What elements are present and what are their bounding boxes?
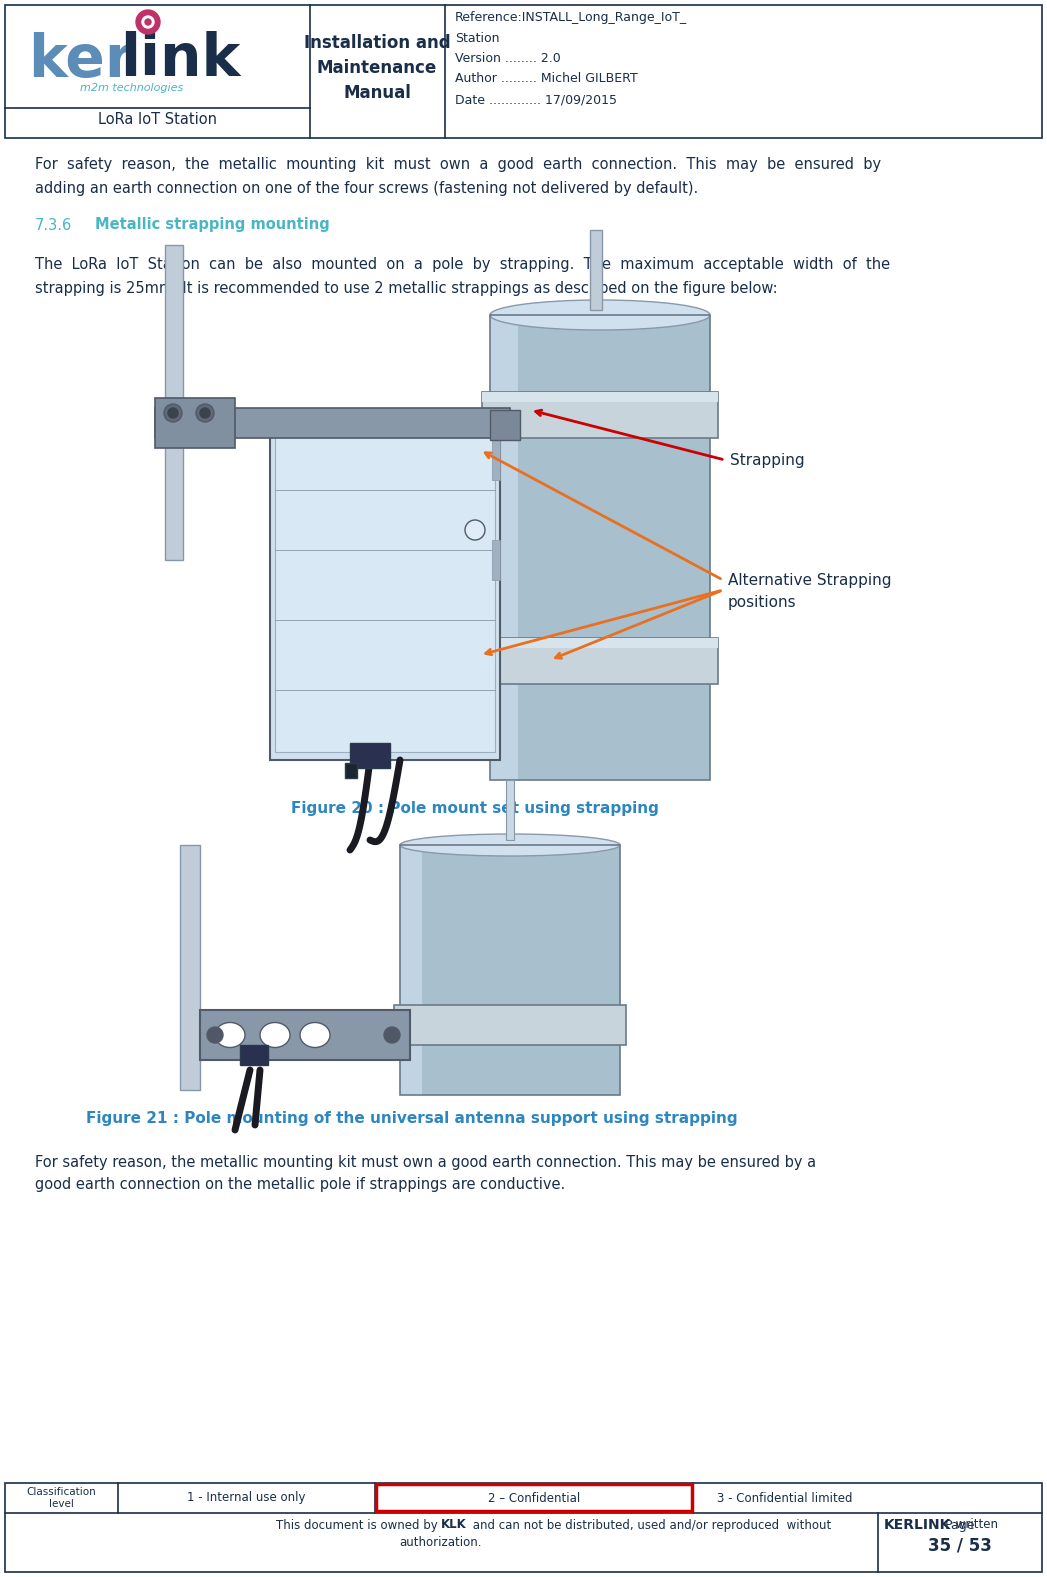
Text: Installation and
Maintenance
Manual: Installation and Maintenance Manual — [304, 35, 450, 103]
Bar — [482, 393, 718, 402]
Ellipse shape — [260, 1022, 290, 1047]
Text: ker: ker — [28, 32, 134, 88]
Circle shape — [196, 404, 214, 423]
Text: adding an earth connection on one of the four screws (fastening not delivered by: adding an earth connection on one of the… — [35, 180, 698, 196]
Text: Figure 20 : Pole mount set using strapping: Figure 20 : Pole mount set using strappi… — [291, 801, 659, 815]
Bar — [482, 639, 718, 648]
Text: link: link — [120, 32, 241, 88]
Bar — [346, 763, 357, 777]
Text: KERLINK: KERLINK — [884, 1519, 952, 1531]
Text: 35 / 53: 35 / 53 — [928, 1536, 992, 1553]
Text: Page: Page — [944, 1520, 975, 1533]
Text: m2m technologies: m2m technologies — [80, 84, 183, 93]
Text: and can not be distributed, used and/or reproduced  without: and can not be distributed, used and/or … — [469, 1519, 836, 1531]
Circle shape — [164, 404, 182, 423]
Circle shape — [207, 1027, 223, 1042]
Circle shape — [384, 1027, 400, 1042]
Text: 2 – Confidential: 2 – Confidential — [488, 1492, 580, 1504]
Text: written: written — [952, 1519, 998, 1531]
Text: Author ......... Michel GILBERT: Author ......... Michel GILBERT — [455, 71, 638, 85]
Ellipse shape — [400, 834, 620, 856]
Bar — [490, 315, 710, 781]
Text: Version ........ 2.0: Version ........ 2.0 — [455, 52, 561, 65]
Text: For  safety  reason,  the  metallic  mounting  kit  must  own  a  good  earth  c: For safety reason, the metallic mounting… — [35, 158, 882, 172]
Bar — [5, 1482, 1042, 1572]
Bar — [482, 393, 718, 438]
Text: Station: Station — [455, 32, 499, 44]
Text: Classification
level: Classification level — [26, 1487, 96, 1509]
Text: This document is owned by: This document is owned by — [275, 1519, 441, 1531]
Bar — [200, 1009, 410, 1060]
Bar — [5, 5, 1042, 139]
Bar — [506, 781, 514, 841]
Text: For safety reason, the metallic mounting kit must own a good earth connection. T: For safety reason, the metallic mounting… — [35, 1154, 816, 1170]
Bar — [591, 230, 602, 311]
Text: The  LoRa  IoT  Station  can  be  also  mounted  on  a  pole  by  strapping.  Th: The LoRa IoT Station can be also mounted… — [35, 257, 890, 273]
Bar — [165, 244, 183, 401]
Bar — [490, 315, 518, 781]
Bar — [400, 845, 620, 1094]
Ellipse shape — [490, 300, 710, 330]
Bar — [350, 743, 389, 768]
Bar — [492, 440, 500, 479]
Text: positions: positions — [728, 595, 797, 609]
Text: LoRa IoT Station: LoRa IoT Station — [97, 112, 217, 128]
Text: Strapping: Strapping — [730, 453, 805, 467]
Circle shape — [200, 408, 210, 418]
Text: authorization.: authorization. — [400, 1536, 483, 1550]
Text: KLK: KLK — [441, 1519, 467, 1531]
Bar — [482, 639, 718, 684]
Bar — [490, 410, 520, 440]
Text: Date ............. 17/09/2015: Date ............. 17/09/2015 — [455, 93, 617, 107]
Circle shape — [144, 19, 151, 25]
Bar — [155, 408, 510, 438]
Bar — [270, 419, 500, 760]
Text: Alternative Strapping: Alternative Strapping — [728, 572, 891, 588]
Circle shape — [168, 408, 178, 418]
Bar — [400, 845, 620, 1094]
Text: Metallic strapping mounting: Metallic strapping mounting — [95, 218, 330, 232]
Text: 1 - Internal use only: 1 - Internal use only — [186, 1492, 306, 1504]
Bar — [155, 397, 235, 448]
Bar — [240, 1046, 268, 1064]
Bar — [400, 845, 422, 1094]
Bar — [490, 315, 710, 781]
Ellipse shape — [215, 1022, 245, 1047]
Circle shape — [136, 9, 160, 35]
Circle shape — [142, 16, 154, 28]
Bar — [376, 1484, 692, 1511]
Text: 7.3.6: 7.3.6 — [35, 218, 72, 232]
Text: Reference:INSTALL_Long_Range_IoT_: Reference:INSTALL_Long_Range_IoT_ — [455, 11, 687, 25]
Ellipse shape — [300, 1022, 330, 1047]
Text: 3 - Confidential limited: 3 - Confidential limited — [717, 1492, 852, 1504]
Bar — [275, 432, 495, 752]
Bar — [165, 401, 183, 560]
Bar — [394, 1005, 626, 1046]
Text: Figure 21 : Pole mounting of the universal antenna support using strapping: Figure 21 : Pole mounting of the univers… — [86, 1110, 738, 1126]
Text: good earth connection on the metallic pole if strappings are conductive.: good earth connection on the metallic po… — [35, 1178, 565, 1192]
Circle shape — [465, 520, 485, 539]
Bar — [180, 845, 200, 1090]
Text: strapping is 25mm. It is recommended to use 2 metallic strappings as described o: strapping is 25mm. It is recommended to … — [35, 281, 778, 295]
Bar — [492, 539, 500, 580]
